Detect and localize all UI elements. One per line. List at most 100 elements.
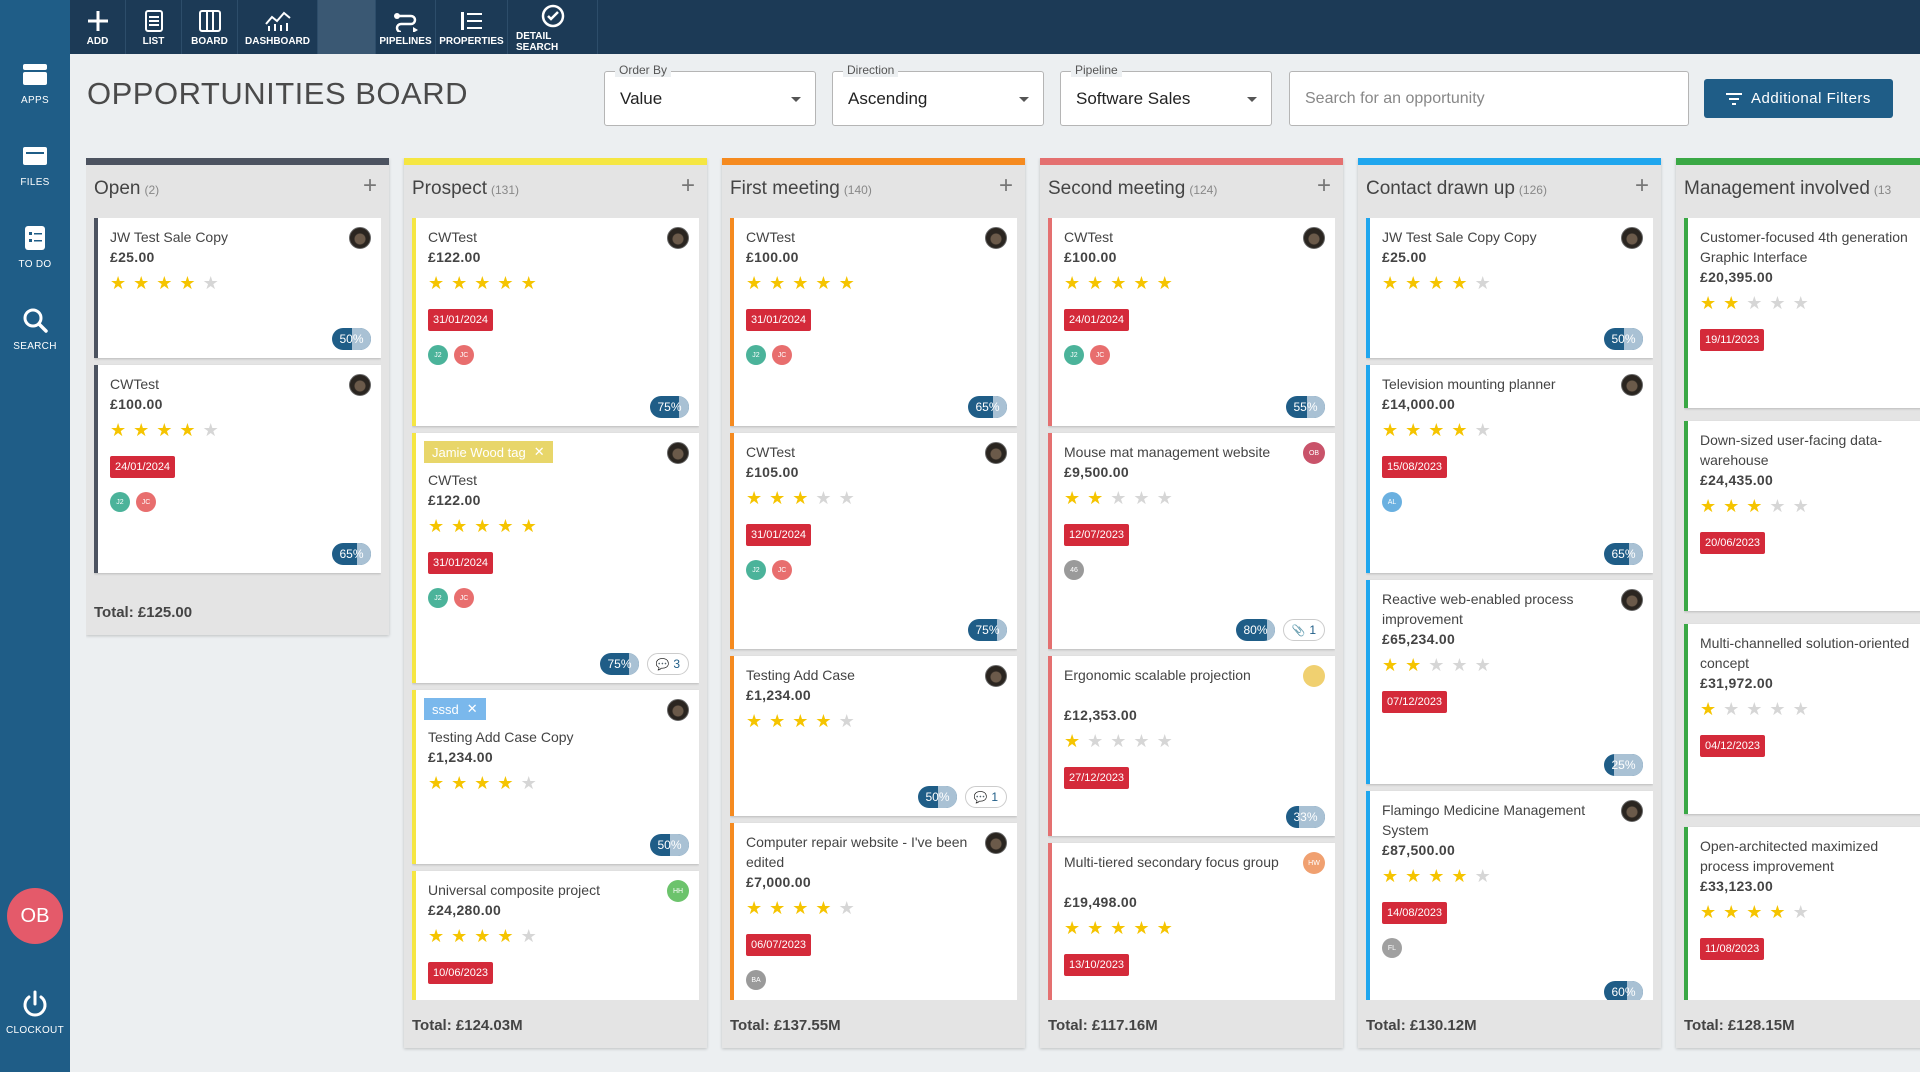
owner-avatar[interactable] — [985, 227, 1007, 249]
star-rating[interactable]: ★ ★ ★ ★ ★ — [746, 711, 855, 732]
star-icon[interactable]: ★ — [1474, 655, 1491, 675]
star-icon[interactable]: ★ — [1382, 655, 1399, 675]
star-icon[interactable]: ★ — [1769, 902, 1786, 922]
star-icon[interactable]: ★ — [202, 420, 219, 440]
star-icon[interactable]: ★ — [451, 273, 468, 293]
assignee-avatar[interactable]: J2 — [428, 345, 448, 365]
star-icon[interactable]: ★ — [1451, 420, 1468, 440]
assignee-avatar[interactable]: J2 — [746, 560, 766, 580]
star-rating[interactable]: ★ ★ ★ ★ ★ — [428, 926, 537, 947]
star-icon[interactable]: ★ — [1382, 273, 1399, 293]
star-icon[interactable]: ★ — [451, 926, 468, 946]
close-icon[interactable]: ✕ — [466, 701, 478, 716]
star-icon[interactable]: ★ — [451, 516, 468, 536]
star-rating[interactable]: ★ ★ ★ ★ ★ — [1064, 488, 1173, 509]
clockout-button[interactable]: CLOCKOUT — [0, 970, 70, 1052]
owner-avatar[interactable] — [1621, 800, 1643, 822]
assignee-avatar[interactable]: J2 — [1064, 345, 1084, 365]
card-tag[interactable]: Jamie Wood tag ✕ — [424, 441, 553, 463]
opportunity-card[interactable]: Multi-tiered secondary focus group £19,49… — [1048, 843, 1335, 1000]
opportunity-card[interactable]: Reactive web-enabled process improvement… — [1366, 580, 1653, 784]
star-icon[interactable]: ★ — [838, 711, 855, 731]
opportunity-card[interactable]: Computer repair website - I've been edit… — [730, 823, 1017, 1000]
toolbar-dashboard-button[interactable]: DASHBOARD — [238, 0, 318, 54]
owner-avatar[interactable] — [349, 374, 371, 396]
star-icon[interactable]: ★ — [1746, 902, 1763, 922]
sidebar-item-files[interactable]: FILES — [0, 122, 70, 204]
sidebar-item-apps[interactable]: APPS — [0, 40, 70, 122]
star-icon[interactable]: ★ — [1133, 731, 1150, 751]
owner-avatar[interactable] — [985, 665, 1007, 687]
star-icon[interactable]: ★ — [1792, 496, 1809, 516]
star-icon[interactable]: ★ — [1746, 496, 1763, 516]
star-icon[interactable]: ★ — [1087, 918, 1104, 938]
assignee-avatar[interactable]: JC — [772, 560, 792, 580]
star-icon[interactable]: ★ — [474, 516, 491, 536]
star-rating[interactable]: ★ ★ ★ ★ ★ — [746, 488, 855, 509]
star-rating[interactable]: ★ ★ ★ ★ ★ — [1064, 273, 1173, 294]
star-rating[interactable]: ★ ★ ★ ★ ★ — [428, 516, 537, 537]
toolbar-detail-search-button[interactable]: DETAIL SEARCH — [508, 0, 598, 54]
opportunity-card[interactable]: Universal composite project £24,280.00 ★ ★ ★… — [412, 871, 699, 1000]
star-icon[interactable]: ★ — [769, 488, 786, 508]
star-icon[interactable]: ★ — [1769, 496, 1786, 516]
star-icon[interactable]: ★ — [746, 273, 763, 293]
star-icon[interactable]: ★ — [1064, 731, 1081, 751]
star-icon[interactable]: ★ — [1723, 496, 1740, 516]
star-icon[interactable]: ★ — [1700, 293, 1717, 313]
star-rating[interactable]: ★ ★ ★ ★ ★ — [1700, 699, 1809, 720]
opportunity-card[interactable]: Television mounting planner £14,000.00 ★ ★ ★… — [1366, 365, 1653, 573]
toolbar-list-button[interactable]: LIST — [126, 0, 182, 54]
star-icon[interactable]: ★ — [1382, 420, 1399, 440]
star-icon[interactable]: ★ — [792, 488, 809, 508]
opportunity-card[interactable]: JW Test Sale Copy £25.00 ★ ★ ★ ★ ★ 50% — [94, 218, 381, 358]
star-icon[interactable]: ★ — [1474, 273, 1491, 293]
pipeline-select[interactable]: Pipeline Software Sales — [1060, 63, 1272, 126]
star-icon[interactable]: ★ — [497, 926, 514, 946]
star-icon[interactable]: ★ — [1133, 918, 1150, 938]
star-icon[interactable]: ★ — [1110, 488, 1127, 508]
star-icon[interactable]: ★ — [1792, 902, 1809, 922]
assignee-avatar[interactable]: 46 — [1064, 560, 1084, 580]
star-icon[interactable]: ★ — [1087, 273, 1104, 293]
star-icon[interactable]: ★ — [1700, 699, 1717, 719]
add-card-icon[interactable]: + — [998, 172, 1013, 199]
star-icon[interactable]: ★ — [746, 488, 763, 508]
sidebar-item-search[interactable]: SEARCH — [0, 286, 70, 368]
star-icon[interactable]: ★ — [520, 273, 537, 293]
star-icon[interactable]: ★ — [1382, 866, 1399, 886]
opportunity-card[interactable]: CWTest £105.00 ★ ★ ★ ★ ★ 31/01/2024 J2 JC 75% — [730, 433, 1017, 649]
star-icon[interactable]: ★ — [156, 273, 173, 293]
opportunity-card[interactable]: Multi-channelled solution-oriented conce… — [1684, 624, 1920, 814]
toolbar-properties-button[interactable]: PROPERTIES — [436, 0, 508, 54]
close-icon[interactable]: ✕ — [533, 444, 545, 459]
star-icon[interactable]: ★ — [1723, 902, 1740, 922]
star-rating[interactable]: ★ ★ ★ ★ ★ — [110, 420, 219, 441]
star-icon[interactable]: ★ — [451, 773, 468, 793]
star-icon[interactable]: ★ — [1156, 273, 1173, 293]
star-rating[interactable]: ★ ★ ★ ★ ★ — [428, 273, 537, 294]
owner-avatar[interactable]: HW — [1303, 852, 1325, 874]
star-icon[interactable]: ★ — [838, 898, 855, 918]
owner-avatar[interactable] — [1621, 589, 1643, 611]
star-icon[interactable]: ★ — [1064, 273, 1081, 293]
additional-filters-button[interactable]: Additional Filters — [1704, 79, 1893, 118]
star-icon[interactable]: ★ — [428, 773, 445, 793]
star-icon[interactable]: ★ — [1723, 293, 1740, 313]
star-icon[interactable]: ★ — [1769, 699, 1786, 719]
opportunity-card[interactable]: CWTest £122.00 ★ ★ ★ ★ ★ 31/01/2024 J2 JC 75% — [412, 218, 699, 426]
star-icon[interactable]: ★ — [1133, 273, 1150, 293]
star-icon[interactable]: ★ — [133, 420, 150, 440]
star-icon[interactable]: ★ — [1451, 655, 1468, 675]
owner-avatar[interactable] — [1303, 227, 1325, 249]
opportunity-card[interactable]: Open-architected maximized process impro… — [1684, 827, 1920, 1000]
star-icon[interactable]: ★ — [1451, 273, 1468, 293]
star-icon[interactable]: ★ — [1156, 488, 1173, 508]
opportunity-card[interactable]: Mouse mat management website £9,500.00 ★ ★ ★… — [1048, 433, 1335, 649]
star-icon[interactable]: ★ — [497, 516, 514, 536]
star-icon[interactable]: ★ — [110, 420, 127, 440]
star-icon[interactable]: ★ — [746, 898, 763, 918]
toolbar-pipelines-button[interactable]: PIPELINES — [376, 0, 436, 54]
star-icon[interactable]: ★ — [815, 711, 832, 731]
opportunity-card[interactable]: CWTest £100.00 ★ ★ ★ ★ ★ 24/01/2024 J2 JC 55% — [1048, 218, 1335, 426]
